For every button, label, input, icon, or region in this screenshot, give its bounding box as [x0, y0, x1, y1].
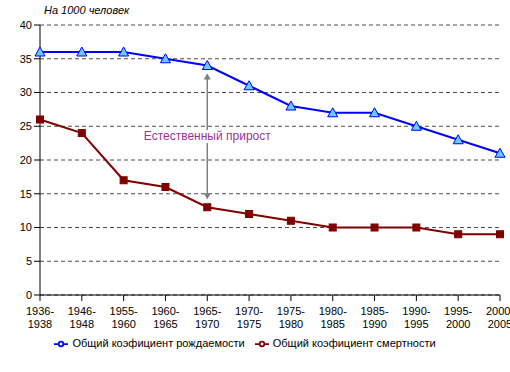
- svg-text:1985-1990: 1985-1990: [360, 305, 388, 330]
- svg-text:1980-1985: 1980-1985: [319, 305, 347, 330]
- svg-text:1960-1965: 1960-1965: [151, 305, 179, 330]
- svg-text:1990-1995: 1990-1995: [402, 305, 430, 330]
- svg-text:25: 25: [20, 120, 32, 132]
- svg-text:5: 5: [26, 255, 32, 267]
- svg-text:10: 10: [20, 221, 32, 233]
- svg-text:35: 35: [20, 53, 32, 65]
- html-text:На 1000 человек: На 1000 человек: [44, 4, 130, 16]
- svg-text:1970-1975: 1970-1975: [235, 305, 263, 330]
- svg-text:20: 20: [20, 154, 32, 166]
- html-text:Общий коэфициент рождаемости: Общий коэфициент рождаемости: [72, 337, 245, 349]
- svg-text:40: 40: [20, 19, 32, 31]
- svg-text:15: 15: [20, 188, 32, 200]
- svg-text:30: 30: [20, 86, 32, 98]
- svg-text:1955-1960: 1955-1960: [110, 305, 138, 330]
- svg-text:1995-2000: 1995-2000: [444, 305, 472, 330]
- svg-text:1965-1970: 1965-1970: [193, 305, 221, 330]
- svg-text:2000-2005: 2000-2005: [486, 305, 502, 330]
- html-text:Общий коэфициент смертности: Общий коэфициент смертности: [272, 337, 436, 349]
- svg-text:1975-1980: 1975-1980: [277, 305, 305, 330]
- svg-text:1946-1948: 1946-1948: [68, 305, 96, 330]
- svg-text:Естественный прирост: Естественный прирост: [144, 129, 271, 143]
- svg-text:0: 0: [26, 289, 32, 301]
- svg-text:1936-1938: 1936-1938: [26, 305, 54, 330]
